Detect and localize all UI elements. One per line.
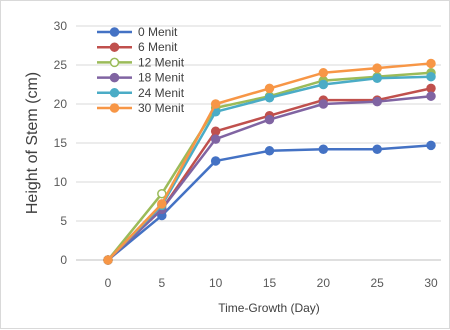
y-tick-label: 10 — [54, 175, 68, 189]
x-tick-label: 30 — [424, 276, 438, 290]
legend-label: 18 Menit — [138, 71, 185, 85]
y-tick-label: 15 — [54, 136, 68, 150]
legend-swatch-marker — [109, 42, 120, 52]
legend-swatch-marker — [109, 72, 120, 83]
data-point — [372, 63, 382, 73]
y-tick-label: 30 — [54, 19, 68, 33]
data-point — [318, 99, 329, 109]
y-tick-label: 25 — [54, 58, 68, 72]
y-tick-label: 0 — [60, 253, 67, 267]
legend-label: 24 Menit — [138, 86, 185, 100]
series-line — [107, 144, 432, 261]
data-point — [264, 83, 275, 94]
data-point — [264, 93, 275, 103]
x-tick-label: 5 — [158, 276, 165, 290]
data-point — [372, 144, 382, 154]
data-point — [426, 140, 436, 151]
legend-label: 6 Menit — [138, 40, 178, 54]
x-tick-label: 0 — [105, 276, 112, 290]
data-point — [318, 68, 329, 78]
x-tick-label: 25 — [370, 276, 384, 290]
legend-label: 12 Menit — [138, 55, 185, 69]
data-point — [426, 91, 436, 101]
data-point — [210, 156, 221, 166]
legend-swatch-marker — [109, 57, 120, 68]
data-point — [426, 83, 436, 94]
data-point — [103, 255, 113, 265]
y-tick-label: 5 — [60, 214, 67, 228]
data-point — [157, 199, 167, 209]
data-point — [210, 126, 221, 137]
legend-label: 30 Menit — [138, 101, 185, 115]
data-point — [318, 79, 329, 90]
legend-swatch-marker — [109, 88, 120, 98]
data-point — [210, 99, 221, 109]
data-point — [264, 146, 275, 156]
data-point — [157, 188, 167, 199]
data-point — [210, 134, 221, 144]
y-axis-title: Height of Stem (cm) — [24, 72, 41, 214]
x-tick-label: 15 — [263, 276, 277, 290]
data-point — [264, 114, 275, 125]
data-point — [426, 71, 436, 82]
x-tick-label: 10 — [209, 276, 223, 290]
x-tick-label: 20 — [317, 276, 331, 290]
legend-swatch-marker — [109, 103, 120, 113]
data-point — [426, 58, 436, 69]
legend-label: 0 Menit — [138, 25, 178, 39]
data-point — [372, 73, 382, 84]
y-tick-label: 20 — [54, 97, 68, 111]
data-point — [372, 96, 382, 107]
x-axis-title: Time-Growth (Day) — [218, 301, 320, 315]
legend-swatch-marker — [109, 27, 120, 37]
data-point — [318, 144, 329, 154]
